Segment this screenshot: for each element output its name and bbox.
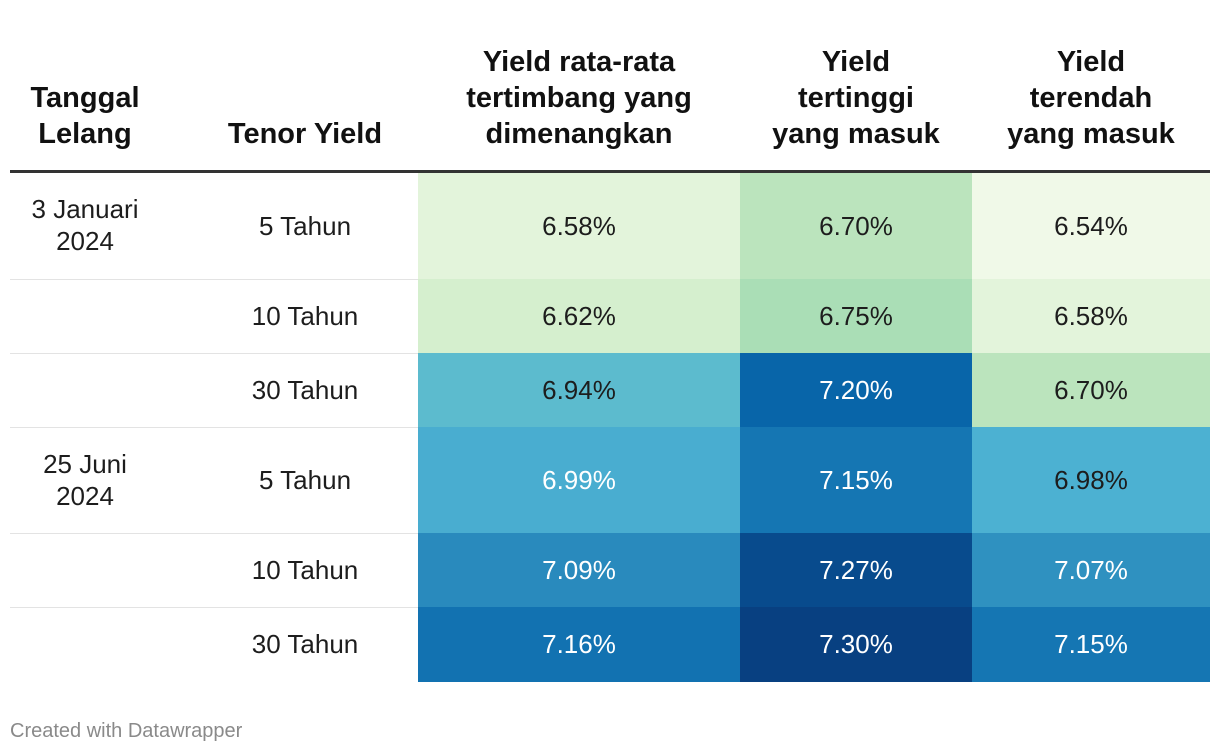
date-cell: 3 Januari 2024 bbox=[31, 194, 139, 256]
high-yield-cell: 7.15% bbox=[740, 427, 972, 534]
header-rule bbox=[10, 170, 1210, 173]
table-header: Tanggal Lelang Tenor Yield Yield rata-ra… bbox=[10, 40, 1210, 170]
table-row: 10 Tahun 7.09% 7.27% 7.07% bbox=[10, 533, 1210, 608]
tenor-cell: 5 Tahun bbox=[258, 465, 352, 495]
table-row: 30 Tahun 7.16% 7.30% 7.15% bbox=[10, 607, 1210, 682]
header-low-yield: Yield terendah yang masuk bbox=[1007, 46, 1175, 150]
low-yield-cell: 7.15% bbox=[972, 607, 1210, 682]
avg-yield-cell: 7.16% bbox=[418, 607, 740, 682]
high-yield-cell: 7.20% bbox=[740, 353, 972, 428]
avg-yield-cell: 6.99% bbox=[418, 427, 740, 534]
high-yield-cell: 7.30% bbox=[740, 607, 972, 682]
date-cell bbox=[10, 534, 160, 607]
tenor-cell: 30 Tahun bbox=[251, 375, 359, 405]
tenor-cell: 10 Tahun bbox=[251, 301, 359, 331]
header-date: Tanggal Lelang bbox=[30, 82, 140, 150]
high-yield-cell: 7.27% bbox=[740, 533, 972, 608]
table-row: 30 Tahun 6.94% 7.20% 6.70% bbox=[10, 353, 1210, 428]
header-avg-yield: Yield rata-rata tertimbang yang dimenang… bbox=[466, 46, 692, 150]
avg-yield-cell: 6.62% bbox=[418, 279, 740, 354]
high-yield-cell: 6.75% bbox=[740, 279, 972, 354]
table-row: 25 Juni 2024 5 Tahun 6.99% 7.15% 6.98% bbox=[10, 427, 1210, 534]
tenor-cell: 5 Tahun bbox=[258, 210, 352, 241]
date-cell bbox=[10, 608, 160, 681]
avg-yield-cell: 7.09% bbox=[418, 533, 740, 608]
date-cell bbox=[10, 354, 160, 427]
tenor-cell: 30 Tahun bbox=[251, 629, 359, 659]
avg-yield-cell: 6.58% bbox=[418, 173, 740, 279]
credit-footer: Created with Datawrapper bbox=[10, 720, 243, 742]
table-row: 3 Januari 2024 5 Tahun 6.58% 6.70% 6.54% bbox=[10, 173, 1210, 279]
table-row: 10 Tahun 6.62% 6.75% 6.58% bbox=[10, 279, 1210, 354]
header-tenor: Tenor Yield bbox=[227, 118, 383, 150]
low-yield-cell: 6.54% bbox=[972, 173, 1210, 279]
header-high-yield: Yield tertinggi yang masuk bbox=[772, 46, 940, 150]
low-yield-cell: 7.07% bbox=[972, 533, 1210, 608]
high-yield-cell: 6.70% bbox=[740, 173, 972, 279]
low-yield-cell: 6.58% bbox=[972, 279, 1210, 354]
tenor-cell: 10 Tahun bbox=[251, 555, 359, 585]
date-cell bbox=[10, 280, 160, 353]
low-yield-cell: 6.70% bbox=[972, 353, 1210, 428]
avg-yield-cell: 6.94% bbox=[418, 353, 740, 428]
date-cell: 25 Juni 2024 bbox=[43, 449, 127, 511]
low-yield-cell: 6.98% bbox=[972, 427, 1210, 534]
